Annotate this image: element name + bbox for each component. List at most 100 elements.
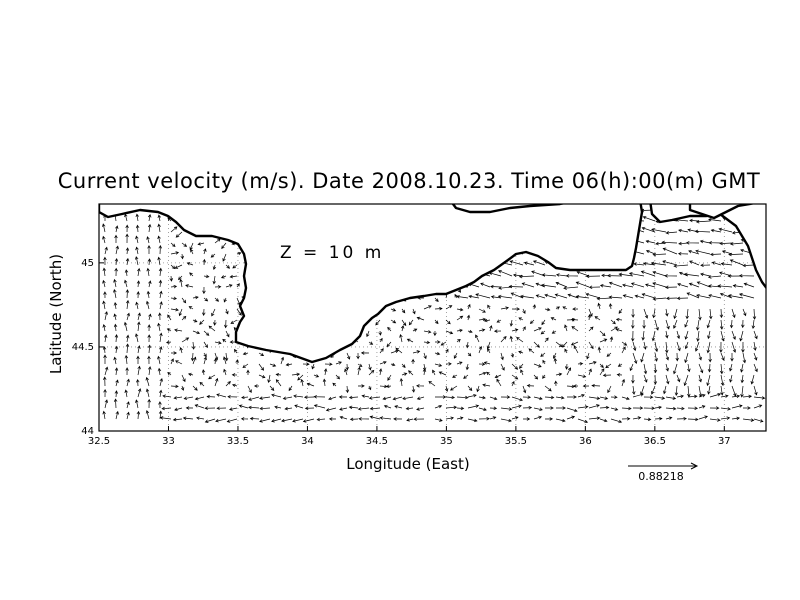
current-vector xyxy=(482,383,491,387)
current-vector xyxy=(742,394,753,399)
current-vector xyxy=(652,270,667,277)
current-vector xyxy=(204,406,216,410)
current-vector xyxy=(203,341,208,348)
current-vector xyxy=(642,215,656,222)
current-vector xyxy=(259,418,271,423)
current-vector xyxy=(456,315,464,321)
current-vector xyxy=(241,395,249,400)
current-vector xyxy=(102,346,107,354)
current-vector xyxy=(445,319,451,325)
current-vector xyxy=(500,395,511,399)
current-vector xyxy=(157,256,161,266)
current-vector xyxy=(211,308,216,317)
current-vector xyxy=(246,369,250,375)
current-vector xyxy=(621,378,626,387)
current-vector xyxy=(357,384,365,388)
current-vector xyxy=(738,274,755,278)
current-vector xyxy=(135,378,140,387)
current-vector xyxy=(478,317,487,322)
current-vector xyxy=(302,418,315,423)
current-vector xyxy=(126,411,130,420)
current-vector xyxy=(706,341,711,354)
current-vector xyxy=(500,352,504,361)
current-vector xyxy=(685,308,689,320)
current-vector xyxy=(222,356,227,365)
current-vector xyxy=(553,352,557,359)
current-vector xyxy=(223,319,228,329)
current-vector xyxy=(478,362,486,366)
current-vector xyxy=(313,374,320,378)
current-vector xyxy=(328,417,337,421)
current-vector xyxy=(369,415,381,420)
current-vector xyxy=(694,229,711,234)
current-vector xyxy=(486,341,491,350)
current-vector xyxy=(500,363,505,371)
current-vector xyxy=(643,341,647,350)
reference-vector: 0.88218 xyxy=(628,462,699,483)
current-vector xyxy=(478,407,487,412)
current-vector xyxy=(529,319,535,325)
current-vector xyxy=(401,363,406,368)
current-vector xyxy=(719,308,724,319)
current-vector xyxy=(114,367,119,376)
current-vector xyxy=(743,282,755,288)
current-vector xyxy=(554,380,558,387)
current-vector xyxy=(588,285,601,290)
current-vector xyxy=(136,280,141,288)
current-vector xyxy=(719,363,724,375)
current-vector xyxy=(523,261,535,266)
current-vector xyxy=(113,398,118,409)
current-vector xyxy=(652,252,667,257)
current-vector xyxy=(311,363,315,370)
current-vector xyxy=(157,355,161,365)
current-vector xyxy=(572,307,579,311)
current-vector xyxy=(676,374,681,383)
current-vector xyxy=(555,396,565,400)
current-vector xyxy=(102,410,106,420)
current-vector xyxy=(599,368,605,376)
current-vector xyxy=(621,406,632,411)
current-vector xyxy=(677,282,689,288)
current-vector xyxy=(490,284,502,289)
current-vector xyxy=(275,372,282,377)
current-vector xyxy=(643,395,654,399)
current-vector xyxy=(654,405,663,410)
current-vector xyxy=(729,319,734,329)
current-vector xyxy=(553,357,558,365)
current-vector xyxy=(285,362,293,367)
current-vector xyxy=(159,301,163,310)
current-vector xyxy=(379,360,387,365)
current-vector xyxy=(665,319,670,330)
current-vector xyxy=(508,284,524,289)
current-vector xyxy=(432,369,436,376)
current-vector xyxy=(729,374,733,383)
current-vector xyxy=(423,305,432,310)
current-vector xyxy=(180,385,185,391)
current-vector xyxy=(575,281,590,288)
current-vector xyxy=(258,374,266,379)
current-vector xyxy=(225,308,229,315)
current-vector xyxy=(698,405,706,409)
current-vector xyxy=(300,378,304,387)
current-vector xyxy=(739,330,744,342)
current-vector xyxy=(687,394,698,399)
current-vector xyxy=(126,378,130,387)
current-vector xyxy=(544,417,554,421)
current-vector xyxy=(500,335,507,343)
current-vector xyxy=(174,407,183,412)
current-vector xyxy=(225,284,233,288)
current-vector xyxy=(522,326,526,332)
current-vector xyxy=(236,308,242,316)
current-vector xyxy=(487,304,491,310)
current-vector xyxy=(753,363,758,373)
current-vector xyxy=(566,384,576,389)
current-vector xyxy=(520,294,535,299)
current-vector xyxy=(125,367,129,376)
current-vector xyxy=(522,405,533,410)
current-vector xyxy=(742,352,747,364)
current-vector xyxy=(282,396,293,400)
current-vector xyxy=(588,368,592,376)
current-vector xyxy=(428,380,436,387)
current-vector xyxy=(313,395,326,399)
current-vector xyxy=(522,385,527,394)
